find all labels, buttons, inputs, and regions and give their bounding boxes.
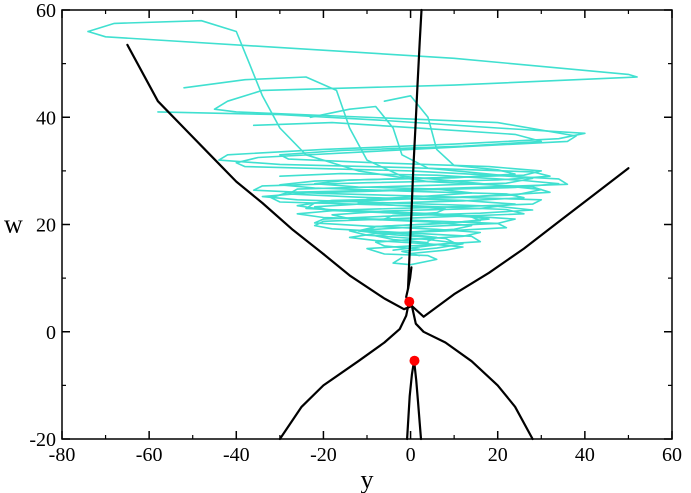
x-tick-label: -60 bbox=[136, 444, 163, 466]
manifold-line-9 bbox=[322, 252, 413, 311]
x-axis-label: y bbox=[361, 465, 374, 493]
manifold-layer bbox=[126, 8, 630, 441]
x-axis-ticks: -80 -60 -40 -20 0 20 40 60 bbox=[49, 10, 682, 466]
x-tick-label: 0 bbox=[406, 444, 416, 466]
manifold-line-14 bbox=[406, 359, 416, 441]
plot-frame bbox=[61, 9, 673, 440]
trajectory-line-2 bbox=[183, 76, 543, 251]
y-tick-label: -20 bbox=[29, 429, 56, 451]
trajectory-line-0 bbox=[87, 30, 638, 266]
x-tick-label: 40 bbox=[575, 444, 595, 466]
trajectory-line-6 bbox=[261, 172, 560, 250]
manifold-line-15 bbox=[413, 359, 423, 441]
y-axis-label: w bbox=[4, 210, 23, 239]
x-tick-label: 20 bbox=[488, 444, 508, 466]
x-tick-label: -20 bbox=[310, 444, 337, 466]
x-tick-label: -80 bbox=[49, 444, 76, 466]
equilibrium-point-1 bbox=[409, 355, 420, 366]
trajectory-line-7 bbox=[313, 95, 516, 220]
manifold-line-8 bbox=[406, 8, 423, 290]
trajectory-line-3 bbox=[157, 111, 586, 255]
equilibrium-point-0 bbox=[404, 296, 415, 307]
x-tick-label: -40 bbox=[223, 444, 250, 466]
x-tick-label: 60 bbox=[662, 444, 682, 466]
manifold-line-10 bbox=[126, 43, 325, 256]
y-tick-label: 60 bbox=[36, 0, 56, 22]
y-axis-ticks: -20 0 20 40 60 bbox=[29, 0, 672, 451]
trajectory-line-5 bbox=[287, 105, 534, 244]
equilibrium-point-layer bbox=[404, 296, 420, 366]
y-tick-label: 0 bbox=[46, 322, 56, 344]
y-tick-label: 40 bbox=[36, 107, 56, 129]
manifold-line-12 bbox=[410, 304, 534, 441]
trajectory-layer bbox=[87, 19, 638, 266]
manifold-line-11 bbox=[278, 301, 410, 441]
y-tick-label: 20 bbox=[36, 215, 56, 237]
manifold-line-13 bbox=[410, 167, 630, 318]
